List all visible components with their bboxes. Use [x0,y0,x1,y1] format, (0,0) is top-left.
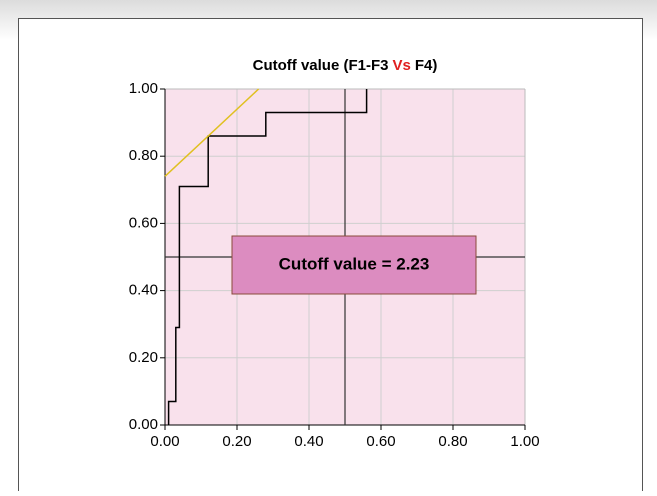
title-part: Cutoff value (F1-F3 [253,57,389,74]
x-tick-label: 1.00 [510,433,539,450]
line [164,88,260,177]
y-tick-label: 0.80 [129,147,158,164]
x-tick-label: 0.40 [294,433,323,450]
line [167,89,368,425]
y-tick-label: 0.40 [129,282,158,299]
x-tick-label: 0.80 [438,433,467,450]
y-tick-label: 1.00 [129,80,158,97]
y-tick-label: 0.20 [129,349,158,366]
annotation: Cutoff value = 2.23 [279,254,430,273]
annotation-box [231,235,477,295]
y-tick-label: 0.60 [129,214,158,231]
x-tick-label: 0.20 [222,433,251,450]
title-part: F4) [415,57,438,74]
y-tick-label: 0.00 [129,416,158,433]
chart-title: Cutoff value (F1-F3 Vs F4) [253,57,438,74]
title-part: Vs [392,57,410,74]
x-tick-label: 0.00 [150,433,179,450]
x-tick-label: 0.60 [366,433,395,450]
